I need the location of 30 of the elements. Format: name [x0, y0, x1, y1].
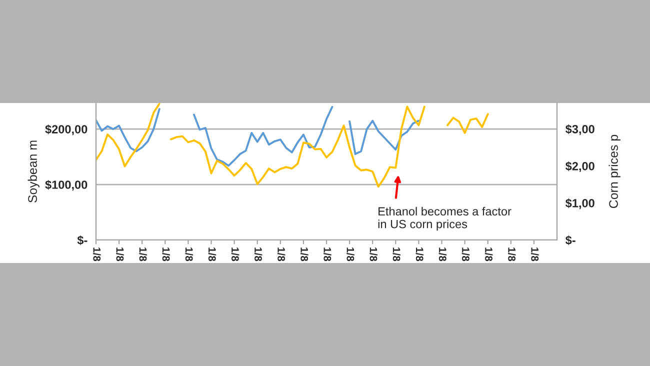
- x-tick-label: 1/8: [300, 248, 308, 262]
- x-tick-label: 1/8: [484, 248, 493, 262]
- y2-axis-title: Corn prices p: [608, 134, 620, 208]
- y-axis-title: Soybean m: [28, 140, 40, 203]
- x-tick-label: 1/8: [139, 248, 147, 262]
- x-tick-label: 1/8: [185, 248, 194, 262]
- y2-tick-label: $-: [565, 236, 576, 246]
- x-tick-label: 1/8: [93, 248, 101, 262]
- x-tick-label: 1/8: [346, 248, 354, 262]
- y2-tick-label: $2,00: [565, 161, 594, 172]
- x-tick-label: 1/8: [208, 248, 216, 262]
- x-tick-label: 1/8: [370, 248, 378, 262]
- x-tick-label: 1/8: [162, 248, 170, 262]
- x-tick-label: 1/8: [462, 248, 470, 262]
- x-tick-label: 1/8: [278, 248, 286, 262]
- x-tick-label: 1/8: [438, 248, 447, 262]
- x-tick-label: 1/8: [324, 248, 332, 262]
- x-tick-label: 1/8: [254, 248, 262, 262]
- x-tick-label: 1/8: [392, 248, 401, 262]
- x-tick-label: 1/8: [231, 248, 240, 262]
- y-tick-label: $-: [77, 236, 88, 246]
- y-tick-label: $200,00: [45, 124, 88, 136]
- x-tick-label: 1/8: [508, 248, 516, 262]
- x-tick-label: 1/8: [116, 248, 124, 262]
- annotation: Ethanol becomes a factor in US corn prices: [378, 206, 512, 231]
- y2-tick-label: $3,00: [565, 124, 594, 136]
- y2-tick-label: $1,00: [565, 198, 594, 210]
- x-tick-label: 1/8: [531, 248, 539, 262]
- y-tick-label: $100,00: [45, 180, 88, 191]
- x-tick-label: 1/8: [416, 248, 424, 262]
